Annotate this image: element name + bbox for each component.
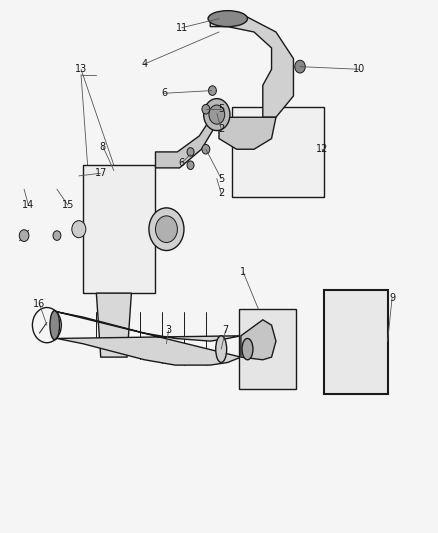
Ellipse shape bbox=[50, 310, 60, 340]
Text: 6: 6 bbox=[161, 88, 167, 98]
Circle shape bbox=[209, 105, 225, 124]
Ellipse shape bbox=[215, 336, 227, 362]
Text: 10: 10 bbox=[353, 64, 365, 74]
Text: 13: 13 bbox=[75, 64, 87, 74]
Text: 11: 11 bbox=[176, 23, 188, 33]
Ellipse shape bbox=[208, 11, 247, 27]
Bar bbox=[324, 290, 388, 394]
Circle shape bbox=[204, 99, 230, 131]
Text: 5: 5 bbox=[218, 174, 224, 183]
Text: 6: 6 bbox=[179, 158, 185, 167]
Text: 8: 8 bbox=[100, 142, 106, 151]
Circle shape bbox=[208, 118, 216, 127]
Circle shape bbox=[187, 161, 194, 169]
Polygon shape bbox=[210, 16, 293, 117]
Polygon shape bbox=[219, 117, 276, 149]
Text: 7: 7 bbox=[223, 326, 229, 335]
Text: 17: 17 bbox=[95, 168, 107, 178]
Text: 3: 3 bbox=[166, 326, 172, 335]
Text: 5: 5 bbox=[218, 104, 224, 114]
Bar bbox=[239, 309, 296, 389]
Polygon shape bbox=[83, 165, 155, 293]
Text: 16: 16 bbox=[33, 299, 46, 309]
Bar bbox=[232, 107, 324, 197]
Text: 2: 2 bbox=[218, 124, 224, 134]
Circle shape bbox=[155, 216, 177, 243]
Circle shape bbox=[149, 208, 184, 251]
Text: 15: 15 bbox=[62, 200, 74, 210]
Text: 2: 2 bbox=[218, 189, 224, 198]
Text: 4: 4 bbox=[141, 59, 148, 69]
Ellipse shape bbox=[242, 338, 253, 360]
Polygon shape bbox=[241, 320, 276, 360]
Circle shape bbox=[72, 221, 86, 238]
Circle shape bbox=[295, 60, 305, 73]
Text: 12: 12 bbox=[316, 144, 328, 154]
Circle shape bbox=[208, 86, 216, 95]
Polygon shape bbox=[57, 312, 241, 365]
Circle shape bbox=[187, 148, 194, 156]
Polygon shape bbox=[96, 293, 131, 357]
Text: 1: 1 bbox=[240, 267, 246, 277]
Circle shape bbox=[202, 104, 210, 114]
Circle shape bbox=[53, 231, 61, 240]
Circle shape bbox=[19, 230, 29, 241]
Text: 9: 9 bbox=[389, 294, 395, 303]
Circle shape bbox=[202, 144, 210, 154]
Polygon shape bbox=[155, 109, 219, 168]
Text: 14: 14 bbox=[22, 200, 35, 210]
